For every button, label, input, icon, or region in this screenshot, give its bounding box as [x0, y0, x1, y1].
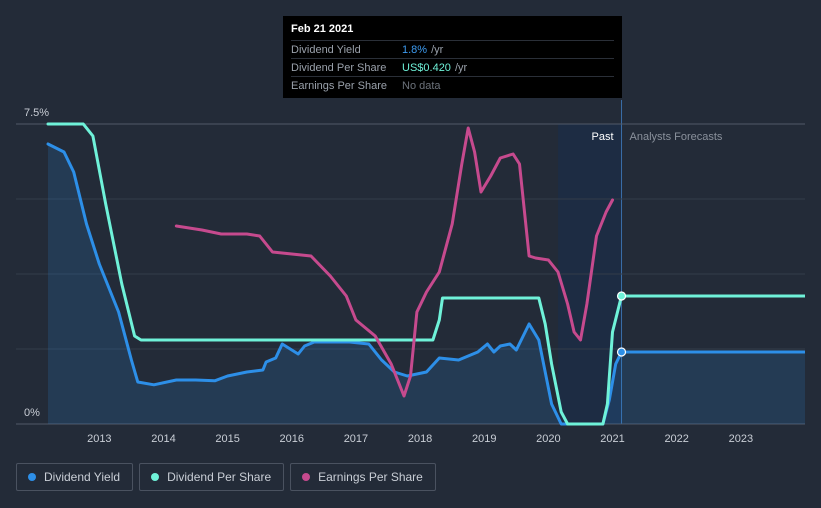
x-tick-label: 2018 [408, 433, 432, 445]
dividend-yield-line [46, 142, 623, 426]
tooltip-row-dividend-yield: Dividend Yield 1.8% /yr [291, 40, 614, 58]
axis-labels: 7.5% 0% 2013 2014 2015 2016 2017 2018 2019 2020 20… [24, 107, 753, 445]
tooltip-row-earnings-per-share: Earnings Per Share No data [291, 76, 614, 94]
forecast-region-label: Analysts Forecasts [630, 131, 723, 143]
x-tick-label: 2022 [664, 433, 688, 445]
dividend-yield-forecast-area [621, 352, 805, 424]
tooltip-unit: /yr [454, 61, 468, 74]
legend-item-dividend-per-share[interactable]: Dividend Per Share [139, 463, 285, 491]
x-tick-label: 2021 [600, 433, 624, 445]
x-tick-label: 2017 [344, 433, 368, 445]
dividend-yield-marker [616, 347, 627, 357]
x-tick-label: 2019 [472, 433, 496, 445]
legend-dot-icon [151, 473, 160, 481]
legend-item-earnings-per-share[interactable]: Earnings Per Share [290, 463, 436, 491]
tooltip-unit: /yr [431, 43, 444, 56]
tooltip-value: No data [402, 79, 441, 92]
y-axis-bottom-label: 0% [24, 407, 40, 419]
legend-dot-icon [302, 473, 311, 481]
dividend-yield-area [48, 144, 622, 424]
legend-dot-icon [28, 473, 36, 481]
x-tick-label: 2020 [536, 433, 560, 445]
tooltip-label: Earnings Per Share [291, 79, 387, 92]
tooltip-value: 1.8% [402, 43, 428, 56]
tooltip-value: US$0.420 [402, 61, 451, 74]
tooltip-row-dividend-per-share: Dividend Per Share US$0.420 /yr [291, 58, 614, 76]
gridlines [16, 123, 805, 425]
past-region-band [558, 100, 623, 424]
dividend-per-share-line [46, 122, 623, 426]
legend-label: Earnings Per Share [318, 470, 423, 484]
x-tick-label: 2016 [280, 433, 304, 445]
tooltip-label: Dividend Yield [291, 43, 361, 56]
tooltip-date: Feb 21 2021 [291, 23, 354, 35]
legend-label: Dividend Per Share [167, 470, 272, 484]
earnings-per-share-line [174, 126, 614, 398]
x-tick-label: 2013 [87, 433, 111, 445]
series-layer [46, 122, 805, 426]
past-region-label: Past [592, 131, 614, 143]
x-tick-label: 2014 [151, 433, 175, 445]
tooltip-label: Dividend Per Share [291, 61, 387, 74]
legend-label: Dividend Yield [44, 470, 121, 484]
dividend-per-share-marker [616, 291, 627, 301]
legend: Dividend Yield Dividend Per Share Earnin… [16, 463, 436, 491]
x-tick-label: 2023 [729, 433, 753, 445]
legend-item-dividend-yield[interactable]: Dividend Yield [16, 463, 134, 491]
x-tick-label: 2015 [215, 433, 239, 445]
y-axis-top-label: 7.5% [24, 107, 49, 119]
hover-tooltip: Feb 21 2021 Dividend Yield 1.8% /yr Divi… [283, 16, 622, 98]
